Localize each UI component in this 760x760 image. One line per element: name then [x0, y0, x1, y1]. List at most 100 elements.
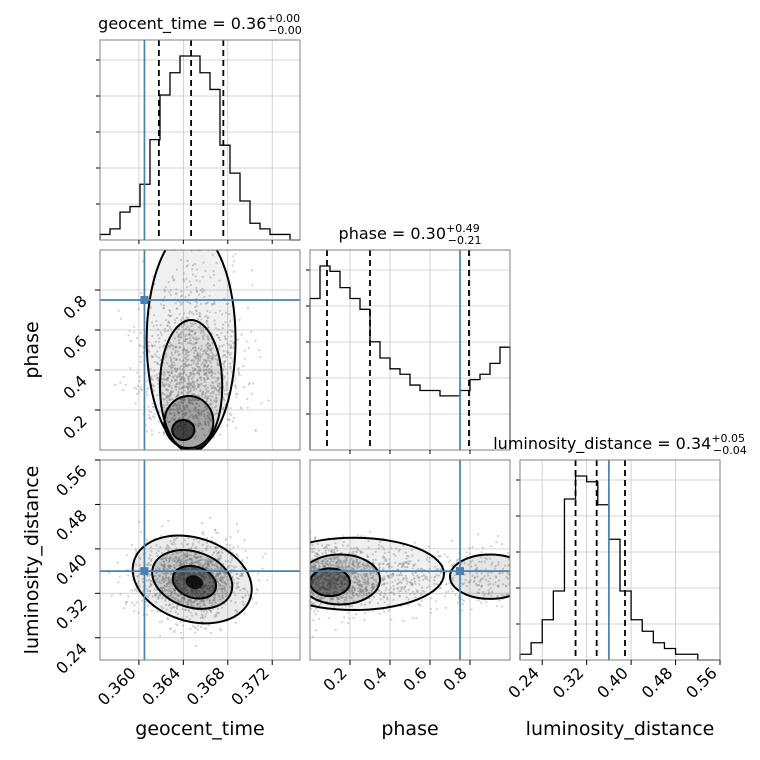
sample-point — [180, 342, 183, 345]
sample-point — [206, 399, 209, 402]
sample-point — [197, 595, 200, 599]
sample-point — [255, 587, 258, 590]
sample-point — [208, 354, 211, 357]
sample-point — [214, 546, 217, 549]
sample-point — [161, 620, 164, 623]
sample-point — [182, 392, 185, 395]
sample-point — [198, 293, 201, 296]
sample-point — [170, 358, 173, 361]
sample-point — [158, 431, 161, 434]
sample-point — [210, 371, 213, 374]
sample-point — [180, 290, 183, 293]
sample-point — [201, 599, 204, 603]
sample-point — [182, 591, 185, 594]
sample-point — [209, 586, 212, 590]
sample-point — [190, 557, 193, 561]
sample-point — [211, 358, 214, 361]
sample-point — [201, 543, 204, 546]
sample-point — [156, 376, 160, 379]
sample-point — [211, 376, 214, 379]
sample-point — [205, 302, 208, 305]
sample-point — [172, 557, 175, 561]
sample-point — [200, 413, 203, 416]
sample-point — [187, 378, 190, 381]
sample-point — [181, 375, 184, 378]
sample-point — [185, 615, 188, 619]
sample-point — [187, 573, 191, 576]
sample-point — [204, 566, 207, 569]
sample-point — [237, 372, 240, 375]
sample-point — [240, 407, 243, 410]
sample-point — [207, 574, 211, 578]
sample-point — [165, 403, 169, 406]
sample-point — [208, 417, 211, 420]
y-tick-label: 0.48 — [52, 506, 91, 545]
sample-point — [177, 559, 180, 562]
sample-point — [186, 391, 189, 394]
sample-point — [158, 596, 161, 599]
sample-point — [184, 357, 188, 360]
sample-point — [199, 599, 202, 603]
sample-point — [192, 538, 196, 541]
sample-point — [241, 560, 244, 563]
sample-point — [135, 601, 138, 604]
sample-point — [261, 567, 264, 570]
sample-point — [147, 386, 150, 390]
sample-point — [390, 618, 393, 621]
sample-point — [192, 323, 195, 326]
sample-point — [163, 398, 166, 401]
sample-point — [223, 580, 226, 583]
sample-point — [210, 357, 213, 360]
sample-point — [199, 331, 203, 334]
sample-point — [184, 335, 187, 338]
y-tick-label: 0.8 — [59, 291, 90, 322]
sample-point — [219, 579, 223, 582]
sample-point — [340, 621, 343, 624]
sample-point — [185, 286, 188, 289]
sample-point — [190, 588, 193, 591]
sample-point — [217, 566, 220, 570]
sample-point — [189, 382, 192, 385]
sample-point — [161, 392, 165, 395]
sample-point — [183, 556, 186, 559]
sample-point — [181, 351, 184, 355]
sample-point — [215, 404, 218, 407]
sample-point — [176, 594, 179, 597]
sample-point — [191, 381, 194, 384]
sample-point — [221, 594, 224, 597]
sample-point — [226, 302, 230, 305]
sample-point — [224, 581, 227, 585]
sample-point — [168, 314, 171, 318]
sample-point — [201, 361, 204, 364]
sample-point — [190, 342, 193, 345]
sample-point — [217, 328, 220, 331]
sample-point — [200, 329, 203, 332]
sample-point — [182, 371, 185, 375]
sample-point — [198, 376, 201, 379]
sample-point — [183, 582, 186, 585]
sample-point — [207, 364, 210, 367]
sample-point — [173, 418, 176, 421]
sample-point — [211, 342, 214, 345]
sample-point — [418, 603, 421, 606]
sample-point — [218, 364, 221, 367]
sample-point — [257, 579, 261, 582]
sample-point — [182, 359, 185, 362]
sample-point — [225, 393, 228, 396]
sample-point — [219, 629, 223, 632]
sample-point — [140, 530, 143, 534]
sample-point — [227, 351, 230, 354]
sample-point — [152, 406, 155, 409]
sample-point — [171, 553, 174, 556]
sample-point — [198, 369, 201, 372]
sample-point — [149, 589, 152, 593]
sample-point — [175, 367, 178, 370]
sample-point — [471, 546, 474, 549]
sample-point — [222, 344, 225, 347]
sample-point — [195, 341, 198, 344]
sample-point — [498, 599, 501, 602]
sample-point — [177, 559, 180, 563]
sample-point — [210, 568, 213, 571]
sample-point — [220, 332, 223, 335]
sample-point — [174, 580, 177, 584]
